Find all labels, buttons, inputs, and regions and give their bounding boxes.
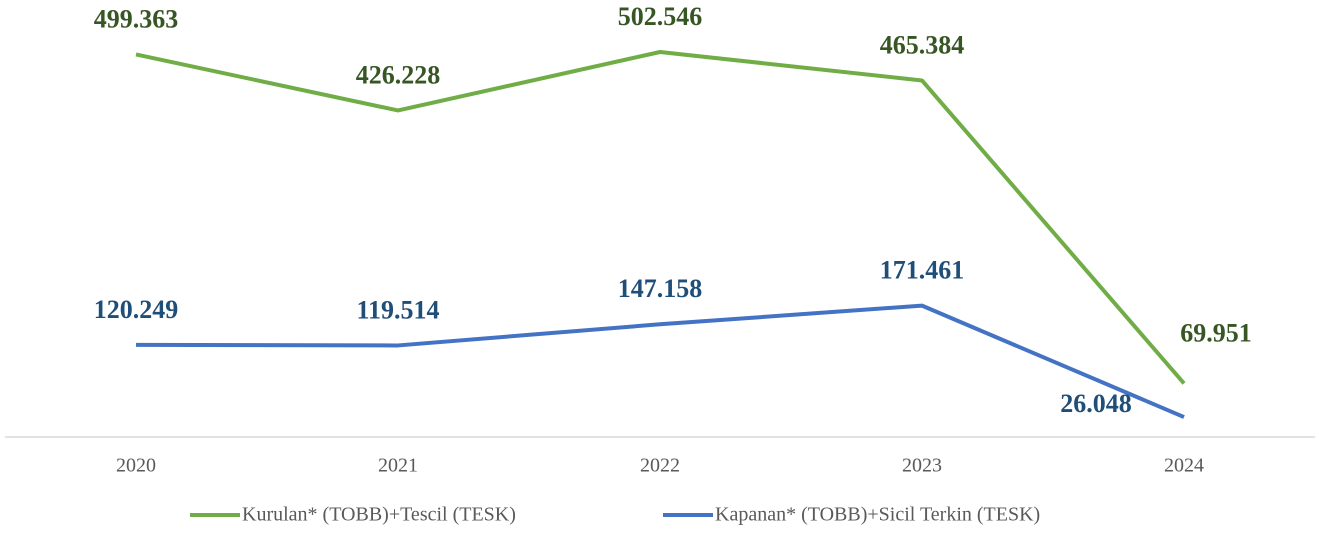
data-label: 119.514 <box>356 295 439 324</box>
data-label: 426.228 <box>356 60 441 89</box>
data-label: 502.546 <box>618 2 703 31</box>
data-label: 69.951 <box>1180 318 1252 347</box>
x-tick-label: 2024 <box>1164 455 1204 477</box>
x-tick-label: 2020 <box>116 455 156 477</box>
data-label: 499.363 <box>94 4 179 33</box>
data-label: 465.384 <box>880 30 965 59</box>
line <box>135 50 1186 385</box>
x-tick-label: 2021 <box>378 455 418 477</box>
x-tick-label: 2023 <box>902 455 942 477</box>
data-label: 171.461 <box>880 256 965 285</box>
x-tick-label: 2022 <box>640 455 680 477</box>
line <box>135 303 1185 419</box>
data-label: 147.158 <box>618 274 703 303</box>
legend-label: Kapanan* (TOBB)+Sicil Terkin (TESK) <box>715 504 1040 526</box>
data-label: 120.249 <box>94 295 179 324</box>
data-label: 26.048 <box>1060 389 1132 418</box>
legend-label: Kurulan* (TOBB)+Tescil (TESK) <box>242 504 516 526</box>
